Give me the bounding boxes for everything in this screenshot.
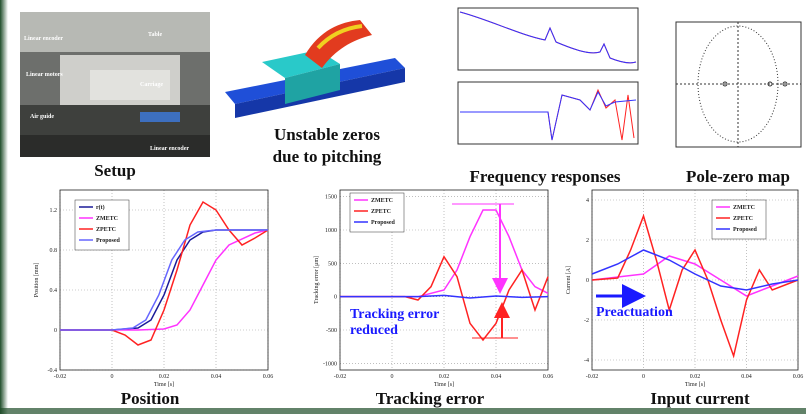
y-axis-label: Tracking error [μm]: [314, 256, 320, 304]
legend-box: [74, 199, 130, 251]
photo-label: Linear encoder: [24, 36, 63, 42]
plot-frame: [339, 189, 549, 371]
plot-frame: [59, 189, 269, 371]
y-tick-label: -2: [584, 318, 589, 324]
series-line: [340, 294, 549, 299]
legend-label: ZPETC: [733, 216, 753, 222]
y-tick-label: 0: [334, 295, 337, 301]
photo-label: Linear encoder: [150, 146, 189, 152]
series-line: [340, 255, 549, 342]
caption: Input current: [650, 389, 750, 408]
annotation: Tracking error: [350, 307, 439, 322]
x-tick-label: 0.06: [543, 374, 554, 380]
photo-label: Table: [148, 32, 162, 38]
legend-label: ZMETC: [371, 198, 393, 204]
legend-label: ZMETC: [96, 216, 118, 222]
caption: Tracking error: [376, 389, 485, 408]
x-tick-label: 0.04: [741, 374, 752, 380]
caption: Unstable zeros: [274, 125, 380, 144]
legend-label: ZPETC: [96, 227, 116, 233]
x-tick-label: 0.02: [690, 374, 701, 380]
caption: Pole-zero map: [686, 167, 790, 186]
series-line: [591, 255, 799, 297]
y-tick-label: -4: [584, 358, 589, 364]
y-tick-label: -0.4: [48, 368, 58, 374]
legend-label: Proposed: [371, 220, 396, 226]
y-tick-label: 0.8: [50, 248, 58, 254]
edge: [0, 0, 8, 414]
x-axis-label: Time [s]: [434, 382, 454, 388]
x-tick-label: -0.02: [586, 374, 599, 380]
x-axis-label: Time [s]: [154, 382, 174, 388]
x-tick-label: -0.02: [54, 374, 67, 380]
y-axis-label: Position [mm]: [34, 263, 40, 298]
y-tick-label: 500: [328, 261, 337, 267]
legend-label: ZPETC: [371, 209, 391, 215]
x-tick-label: 0.06: [263, 374, 274, 380]
x-tick-label: 0.04: [491, 374, 502, 380]
series-line: [60, 229, 268, 331]
y-tick-label: 1000: [325, 228, 337, 234]
setup-photo: Linear encoder Table Linear motors Carri…: [20, 12, 210, 157]
x-tick-label: 0.04: [211, 374, 222, 380]
x-tick-label: 0: [111, 374, 114, 380]
model-sketch: [225, 20, 405, 118]
annotation: reduced: [350, 323, 398, 338]
x-tick-label: 0: [391, 374, 394, 380]
legend-label: ZMETC: [733, 205, 755, 211]
y-tick-label: 4: [586, 198, 589, 204]
y-tick-label: 0: [586, 278, 589, 284]
y-tick-label: -500: [326, 328, 337, 334]
x-tick-label: 0: [642, 374, 645, 380]
legend-label: Proposed: [733, 227, 758, 233]
photo-label: Carriage: [140, 82, 163, 88]
legend-label: Proposed: [96, 238, 121, 244]
x-tick-label: 0.06: [793, 374, 804, 380]
pole-zero-plot: [675, 21, 802, 148]
y-tick-label: 1500: [325, 195, 337, 201]
photo-label: Linear motors: [26, 72, 63, 78]
y-tick-label: 2: [586, 238, 589, 244]
y-tick-label: 1.2: [50, 208, 58, 214]
annotation: Preactuation: [596, 305, 673, 320]
x-tick-label: 0.02: [439, 374, 450, 380]
y-axis-label: Current [A]: [566, 266, 572, 294]
series-line: [60, 200, 269, 346]
x-tick-label: 0.02: [159, 374, 170, 380]
legend-label: r(t): [96, 204, 105, 211]
caption: due to pitching: [273, 147, 382, 166]
caption: Frequency responses: [470, 167, 621, 186]
y-tick-label: 0.4: [50, 288, 58, 294]
caption: Setup: [94, 161, 136, 180]
series-line: [591, 249, 799, 291]
photo-label: Air guide: [30, 114, 54, 120]
caption: Position: [121, 389, 180, 408]
x-tick-label: -0.02: [334, 374, 347, 380]
y-tick-label: 0: [54, 328, 57, 334]
series-line: [591, 213, 799, 359]
series-line: [340, 209, 549, 298]
y-tick-label: -1000: [323, 361, 337, 367]
edge: [0, 408, 806, 414]
frequency-plots: [457, 7, 639, 145]
x-axis-label: Time [s]: [685, 382, 705, 388]
